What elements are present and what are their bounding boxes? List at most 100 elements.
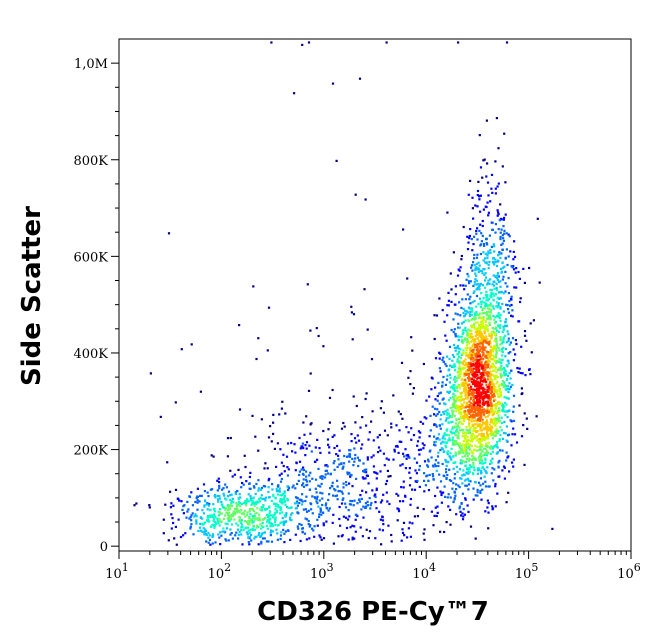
data-point xyxy=(451,385,454,388)
data-point xyxy=(453,442,456,445)
data-point xyxy=(520,387,523,390)
data-point xyxy=(306,483,309,486)
data-point xyxy=(321,475,324,478)
data-point xyxy=(452,410,455,413)
data-point xyxy=(475,368,478,371)
data-point xyxy=(485,290,488,293)
data-point xyxy=(491,431,494,434)
data-point xyxy=(484,458,487,462)
data-point xyxy=(285,455,289,458)
data-point xyxy=(441,358,444,362)
data-point xyxy=(506,330,509,333)
data-point xyxy=(322,522,325,525)
data-point xyxy=(494,316,497,319)
data-point xyxy=(195,521,198,524)
data-point xyxy=(488,485,491,488)
data-point xyxy=(464,484,467,487)
data-point xyxy=(512,348,515,351)
data-point xyxy=(376,472,379,475)
data-point xyxy=(489,289,492,292)
data-point xyxy=(470,439,473,443)
data-point xyxy=(462,225,465,229)
data-point xyxy=(453,366,456,369)
data-point xyxy=(262,518,265,521)
data-point xyxy=(354,421,357,424)
data-point xyxy=(268,514,271,518)
data-point xyxy=(363,506,366,509)
data-point xyxy=(234,492,237,495)
data-point xyxy=(461,451,465,454)
data-point xyxy=(328,493,331,496)
data-point xyxy=(458,385,461,388)
data-point xyxy=(402,486,405,489)
data-point xyxy=(437,451,440,454)
data-point xyxy=(461,492,464,495)
data-point xyxy=(509,351,512,354)
data-point xyxy=(486,283,489,286)
data-point xyxy=(474,382,477,385)
data-point xyxy=(508,372,511,375)
data-point xyxy=(371,410,374,413)
data-point xyxy=(351,500,354,503)
data-point xyxy=(451,359,454,362)
data-point xyxy=(257,525,260,529)
data-point xyxy=(489,462,492,465)
data-point xyxy=(471,326,474,329)
data-point xyxy=(189,527,192,530)
data-point xyxy=(497,228,500,231)
data-point xyxy=(275,509,278,512)
data-point xyxy=(434,444,437,447)
data-point xyxy=(502,346,505,349)
data-point xyxy=(487,310,490,313)
data-point xyxy=(279,508,283,511)
data-point xyxy=(423,460,427,463)
data-point xyxy=(259,496,262,499)
data-point xyxy=(497,418,500,421)
data-point xyxy=(216,479,219,482)
data-point xyxy=(301,530,304,533)
data-point xyxy=(469,302,472,305)
data-point xyxy=(476,345,479,348)
data-point xyxy=(409,370,412,373)
data-point xyxy=(485,261,488,264)
data-point xyxy=(495,350,498,353)
data-point xyxy=(212,519,215,523)
data-point xyxy=(501,342,504,345)
data-point xyxy=(473,364,476,367)
data-point xyxy=(492,399,496,403)
data-point xyxy=(315,491,318,494)
data-point xyxy=(305,475,308,478)
data-point xyxy=(244,465,247,469)
data-point xyxy=(486,299,490,302)
data-point xyxy=(495,293,498,296)
data-point xyxy=(498,291,501,294)
data-point xyxy=(320,513,323,516)
data-point xyxy=(467,410,470,413)
data-point xyxy=(523,334,527,337)
data-point xyxy=(519,297,522,300)
data-point xyxy=(223,514,227,517)
data-point xyxy=(498,253,501,256)
data-point xyxy=(497,465,500,468)
data-point xyxy=(466,248,470,251)
data-point xyxy=(245,520,248,524)
data-point xyxy=(351,538,354,541)
data-point xyxy=(471,413,474,416)
data-point xyxy=(513,255,517,258)
data-point xyxy=(312,529,315,532)
data-point xyxy=(467,472,470,475)
data-point xyxy=(289,518,292,521)
data-point xyxy=(536,217,539,220)
data-point xyxy=(469,378,472,381)
data-point xyxy=(337,490,340,493)
data-point xyxy=(211,533,214,536)
data-point xyxy=(434,357,438,360)
data-point xyxy=(268,506,271,509)
data-point xyxy=(486,357,489,360)
data-point xyxy=(260,524,264,527)
data-point xyxy=(221,503,224,506)
data-point xyxy=(474,537,477,540)
data-point xyxy=(296,504,299,507)
data-point xyxy=(347,455,350,458)
data-point xyxy=(494,402,497,406)
